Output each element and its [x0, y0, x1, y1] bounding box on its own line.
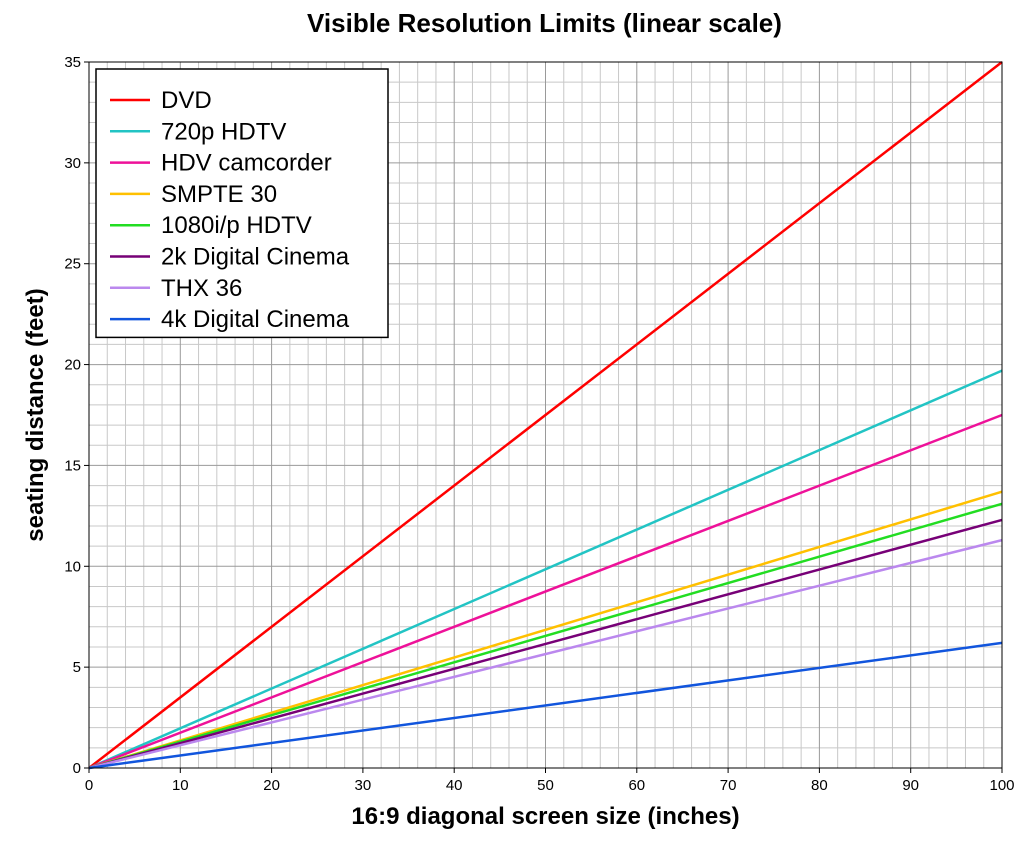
y-tick-label: 25 — [64, 256, 81, 273]
x-tick-label: 10 — [172, 777, 189, 794]
x-tick-label: 40 — [446, 777, 463, 794]
series-line — [88, 641, 1003, 770]
series-line — [88, 413, 1003, 770]
x-tick-label: 50 — [537, 777, 554, 794]
series-line — [88, 369, 1003, 770]
x-tick-label: 100 — [989, 777, 1014, 794]
legend: DVD 720p HDTV HDV camcorder SMPTE 30 1080i/p… — [95, 68, 389, 339]
x-tick-label: 30 — [355, 777, 372, 794]
x-tick-label: 90 — [902, 777, 919, 794]
y-axis-label: seating distance (feet) — [22, 288, 49, 541]
x-tick-label: 20 — [263, 777, 280, 794]
legend-label: 4k Digital Cinema — [161, 306, 350, 333]
legend-label: 1080i/p HDTV — [161, 212, 312, 239]
x-tick-label: 80 — [811, 777, 828, 794]
series-lines — [88, 61, 1003, 770]
series-line — [88, 538, 1003, 770]
series-line — [88, 490, 1003, 770]
series-line — [88, 502, 1003, 770]
y-tick-label: 0 — [73, 760, 81, 777]
x-axis-ticks: 0 10 20 30 40 50 60 70 80 90 100 — [85, 768, 1015, 794]
x-tick-label: 70 — [720, 777, 737, 794]
series-line — [88, 518, 1003, 770]
legend-label: 720p HDTV — [161, 118, 286, 145]
y-tick-label: 35 — [64, 54, 81, 71]
legend-box — [95, 68, 389, 339]
chart-title: Visible Resolution Limits (linear scale) — [307, 8, 782, 38]
legend-label: HDV camcorder — [161, 150, 332, 177]
y-axis-ticks: 0 5 10 15 20 25 30 35 — [64, 54, 89, 777]
series-line — [88, 61, 1003, 769]
y-tick-label: 15 — [64, 457, 81, 474]
legend-label: DVD — [161, 87, 212, 114]
x-axis-label: 16:9 diagonal screen size (inches) — [351, 803, 739, 830]
legend-label: 2k Digital Cinema — [161, 244, 350, 271]
x-tick-label: 0 — [85, 777, 93, 794]
y-tick-label: 30 — [64, 155, 81, 172]
y-tick-label: 5 — [73, 659, 81, 676]
legend-label: SMPTE 30 — [161, 181, 277, 208]
y-tick-label: 10 — [64, 558, 81, 575]
legend-label: THX 36 — [161, 275, 242, 302]
y-tick-label: 20 — [64, 357, 81, 374]
x-tick-label: 60 — [628, 777, 645, 794]
